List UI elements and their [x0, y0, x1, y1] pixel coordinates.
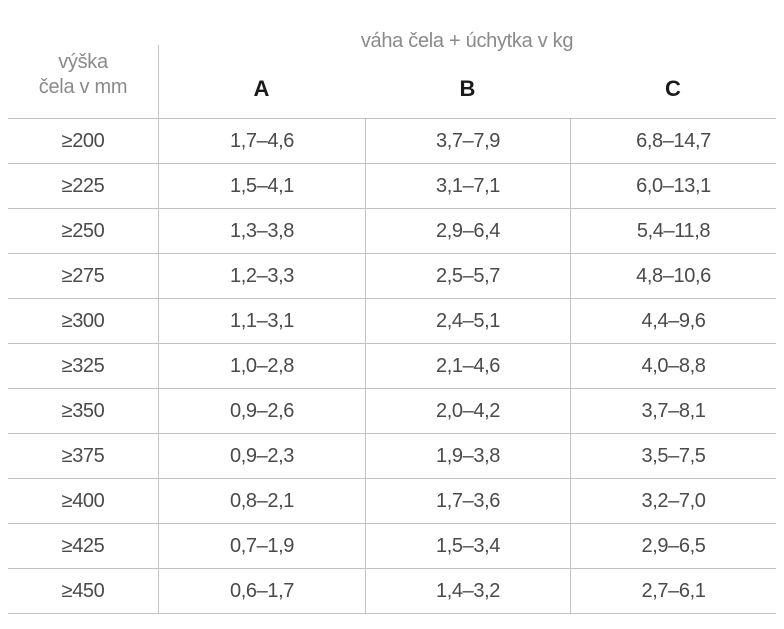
row-header-cell: ≥300 [61, 309, 105, 332]
column-letters: A B C [158, 76, 776, 102]
row-header-cell: ≥200 [61, 129, 105, 152]
value-cell-a: 0,7–1,9 [158, 524, 365, 568]
value-cell-c: 3,7–8,1 [570, 389, 776, 433]
value-cell-c: 2,7–6,1 [570, 569, 776, 613]
value-cell-c: 3,2–7,0 [570, 479, 776, 523]
row-header-cell: ≥450 [61, 579, 105, 602]
value-cell-a: 0,9–2,3 [158, 434, 365, 478]
value-cell-a: 0,9–2,6 [158, 389, 365, 433]
value-cell-a: 1,1–3,1 [158, 299, 365, 343]
table-row: ≥250 1,3–3,8 2,9–6,4 5,4–11,8 [8, 208, 776, 253]
row-header-cell: ≥275 [61, 264, 105, 287]
group-header-weight: váha čela + úchytka v kg [360, 30, 574, 52]
value-cell-b: 1,5–3,4 [365, 524, 570, 568]
row-header-title-line2: čela v mm [38, 76, 128, 98]
table-row: ≥425 0,7–1,9 1,5–3,4 2,9–6,5 [8, 523, 776, 568]
value-cell-c: 4,4–9,6 [570, 299, 776, 343]
table-row: ≥350 0,9–2,6 2,0–4,2 3,7–8,1 [8, 388, 776, 433]
value-cell-a: 1,5–4,1 [158, 164, 365, 208]
table-row: ≥450 0,6–1,7 1,4–3,2 2,7–6,1 [8, 568, 776, 613]
value-cell-b: 2,4–5,1 [365, 299, 570, 343]
value-cell-c: 5,4–11,8 [570, 209, 776, 253]
value-cell-c: 4,8–10,6 [570, 254, 776, 298]
column-header-a: A [253, 76, 270, 101]
value-cell-a: 0,6–1,7 [158, 569, 365, 613]
value-cell-b: 1,4–3,2 [365, 569, 570, 613]
table-row: ≥375 0,9–2,3 1,9–3,8 3,5–7,5 [8, 433, 776, 478]
table-row: ≥225 1,5–4,1 3,1–7,1 6,0–13,1 [8, 163, 776, 208]
value-cell-a: 1,7–4,6 [158, 119, 365, 163]
table-row: ≥325 1,0–2,8 2,1–4,6 4,0–8,8 [8, 343, 776, 388]
value-cell-a: 1,3–3,8 [158, 209, 365, 253]
value-cell-b: 2,0–4,2 [365, 389, 570, 433]
value-cell-b: 2,1–4,6 [365, 344, 570, 388]
header-divider-line [158, 45, 159, 118]
table-body: ≥200 1,7–4,6 3,7–7,9 6,8–14,7 ≥225 1,5–4,1 3,1… [8, 118, 776, 614]
value-cell-c: 3,5–7,5 [570, 434, 776, 478]
row-header-cell: ≥225 [61, 174, 105, 197]
value-cell-c: 2,9–6,5 [570, 524, 776, 568]
row-header-cell: ≥350 [61, 399, 105, 422]
value-cell-b: 2,9–6,4 [365, 209, 570, 253]
row-header-title: výška čela v mm [8, 50, 158, 100]
column-header-c: C [665, 76, 681, 101]
value-cell-c: 6,0–13,1 [570, 164, 776, 208]
value-cell-a: 0,8–2,1 [158, 479, 365, 523]
value-cell-b: 2,5–5,7 [365, 254, 570, 298]
value-cell-a: 1,0–2,8 [158, 344, 365, 388]
table-row: ≥275 1,2–3,3 2,5–5,7 4,8–10,6 [8, 253, 776, 298]
value-cell-b: 1,9–3,8 [365, 434, 570, 478]
row-header-cell: ≥325 [61, 354, 105, 377]
table-row: ≥300 1,1–3,1 2,4–5,1 4,4–9,6 [8, 298, 776, 343]
row-header-cell: ≥375 [61, 444, 105, 467]
value-cell-c: 6,8–14,7 [570, 119, 776, 163]
column-header-b: B [459, 76, 476, 101]
value-cell-b: 1,7–3,6 [365, 479, 570, 523]
row-header-cell: ≥250 [61, 219, 105, 242]
value-cell-a: 1,2–3,3 [158, 254, 365, 298]
row-header-title-line1: výška [58, 51, 108, 73]
row-header-cell: ≥425 [61, 534, 105, 557]
value-cell-b: 3,7–7,9 [365, 119, 570, 163]
value-cell-b: 3,1–7,1 [365, 164, 570, 208]
table-row: ≥400 0,8–2,1 1,7–3,6 3,2–7,0 [8, 478, 776, 523]
row-header-cell: ≥400 [61, 489, 105, 512]
value-cell-c: 4,0–8,8 [570, 344, 776, 388]
table-row: ≥200 1,7–4,6 3,7–7,9 6,8–14,7 [8, 118, 776, 163]
